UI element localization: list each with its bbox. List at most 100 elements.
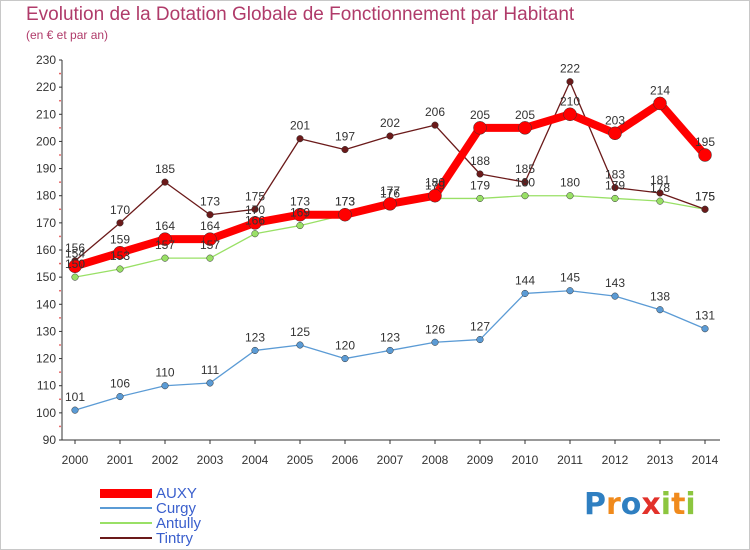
y-tick-label: 140	[36, 297, 56, 311]
data-point-tintry	[386, 132, 394, 140]
data-label-curgy: 111	[201, 363, 220, 377]
data-label-curgy: 120	[335, 339, 355, 353]
data-label-tintry: 185	[155, 162, 175, 176]
data-label-curgy: 123	[380, 330, 400, 344]
data-label-tintry: 202	[380, 116, 400, 130]
y-minor-tick	[59, 371, 61, 374]
legend-label-tintry: Tintry	[156, 530, 193, 547]
data-label-tintry: 156	[65, 241, 85, 255]
y-tick-label: 180	[36, 189, 56, 203]
data-point-auxy	[698, 148, 712, 162]
data-label-antully: 179	[425, 178, 445, 192]
data-label-auxy: 205	[515, 108, 535, 122]
data-point-curgy	[386, 346, 394, 354]
x-tick-label: 2003	[197, 453, 224, 467]
data-point-curgy	[206, 379, 214, 387]
data-point-curgy	[71, 406, 79, 414]
data-point-auxy	[158, 232, 172, 246]
y-tick-label: 200	[36, 134, 56, 148]
data-point-antully	[251, 230, 259, 238]
data-point-tintry	[701, 205, 709, 213]
data-point-auxy	[518, 121, 532, 135]
data-point-tintry	[611, 184, 619, 192]
data-label-tintry: 175	[245, 189, 265, 203]
data-point-auxy	[203, 232, 217, 246]
y-tick-label: 190	[36, 162, 56, 176]
y-tick-label: 170	[36, 216, 56, 230]
data-point-tintry	[521, 178, 529, 186]
y-tick-label: 130	[36, 324, 56, 338]
data-label-tintry: 197	[335, 130, 355, 144]
legend-label-auxy: AUXY	[156, 485, 197, 502]
data-point-curgy	[431, 338, 439, 346]
data-point-auxy	[608, 126, 622, 141]
data-point-tintry	[161, 178, 169, 186]
data-label-curgy: 101	[65, 390, 85, 404]
data-label-tintry: 222	[560, 62, 580, 76]
y-minor-tick	[59, 154, 61, 156]
x-tick-label: 2011	[557, 453, 583, 467]
data-point-antully	[296, 222, 304, 230]
proxiti-logo: Proxiti	[584, 487, 696, 522]
y-minor-tick	[59, 208, 61, 211]
data-label-auxy: 164	[155, 219, 175, 233]
x-tick-label: 2005	[287, 453, 314, 467]
y-minor-tick	[59, 344, 61, 346]
data-label-auxy: 210	[560, 94, 580, 108]
data-label-curgy: 144	[515, 273, 535, 287]
x-tick-label: 2007	[377, 453, 404, 467]
legend-label-curgy: Curgy	[156, 500, 197, 517]
data-label-antully: 169	[290, 206, 310, 220]
legend-swatch-curgy	[100, 507, 152, 509]
data-label-auxy: 203	[605, 113, 625, 127]
data-point-antully	[611, 194, 619, 202]
data-label-auxy: 195	[695, 135, 715, 149]
data-point-tintry	[296, 135, 304, 143]
data-label-auxy: 173	[335, 195, 355, 209]
x-tick-label: 2000	[62, 453, 89, 467]
x-tick-label: 2006	[332, 453, 359, 467]
x-tick-label: 2013	[647, 453, 674, 467]
x-tick-label: 2010	[512, 453, 539, 467]
y-tick-label: 210	[36, 107, 56, 121]
data-point-auxy	[248, 216, 262, 230]
data-point-curgy	[161, 382, 169, 390]
data-label-auxy: 154	[65, 246, 85, 260]
data-label-curgy: 143	[605, 276, 625, 290]
data-label-auxy: 159	[110, 233, 130, 247]
data-label-antully: 157	[155, 238, 175, 252]
data-label-auxy: 173	[290, 195, 310, 209]
y-minor-tick	[59, 425, 61, 428]
x-tick-label: 2012	[602, 453, 629, 467]
data-label-tintry: 188	[470, 154, 490, 168]
y-minor-tick	[59, 398, 61, 401]
data-label-auxy: 170	[245, 203, 265, 217]
data-label-auxy: 205	[470, 108, 490, 122]
data-label-curgy: 106	[110, 377, 130, 391]
data-label-tintry: 185	[515, 162, 535, 176]
y-minor-tick	[59, 289, 61, 292]
data-label-auxy: 164	[200, 219, 220, 233]
data-label-antully: 150	[65, 257, 85, 271]
y-tick-label: 160	[36, 243, 56, 257]
data-point-auxy	[563, 107, 577, 122]
data-point-auxy	[383, 197, 397, 211]
x-tick-label: 2014	[692, 453, 719, 467]
y-minor-tick	[59, 72, 61, 75]
y-minor-tick	[59, 181, 61, 184]
data-point-curgy	[521, 289, 529, 297]
data-point-curgy	[611, 292, 619, 300]
data-point-tintry	[251, 205, 259, 213]
x-tick-label: 2008	[422, 453, 449, 467]
data-point-antully	[206, 254, 214, 262]
y-tick-label: 150	[36, 270, 56, 284]
data-point-curgy	[116, 393, 124, 401]
data-point-auxy	[338, 207, 352, 222]
data-point-tintry	[341, 146, 349, 154]
data-point-antully	[656, 197, 664, 205]
data-label-antully: 176	[380, 187, 400, 201]
data-point-tintry	[566, 78, 574, 86]
data-point-antully	[116, 265, 124, 273]
data-point-curgy	[296, 341, 304, 349]
